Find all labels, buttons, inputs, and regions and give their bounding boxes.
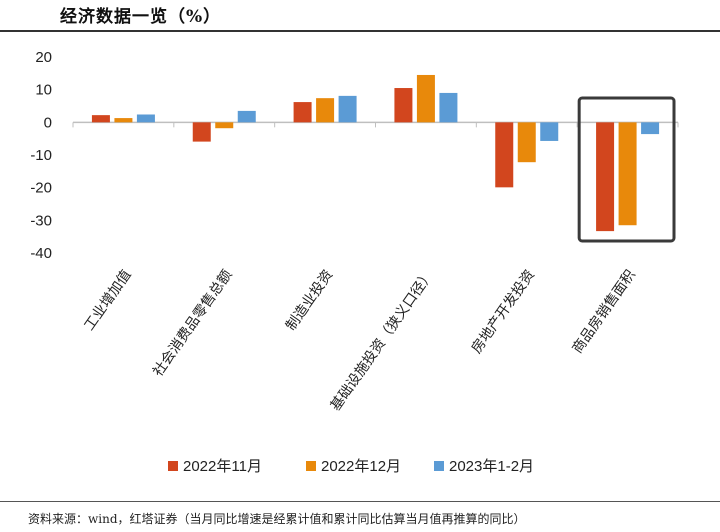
x-category-label: 基础设施投资（狭义口径） bbox=[327, 267, 437, 414]
legend-label: 2022年12月 bbox=[321, 458, 401, 475]
y-tick-label: -40 bbox=[30, 245, 52, 262]
bar bbox=[540, 122, 559, 141]
bar bbox=[114, 118, 133, 123]
source-note: 资料来源：wind，红塔证券（当月同比增速是经累计值和累计同比估算当月值再推算的… bbox=[28, 512, 526, 526]
bar bbox=[641, 122, 660, 135]
bar bbox=[316, 98, 335, 123]
bar bbox=[91, 115, 110, 123]
legend-swatch bbox=[434, 461, 444, 471]
y-tick-label: -30 bbox=[30, 212, 52, 229]
x-category-label: 商品房销售面积 bbox=[570, 267, 639, 356]
y-tick-label: 0 bbox=[44, 114, 52, 131]
bar bbox=[215, 122, 234, 129]
y-tick-label: 20 bbox=[35, 49, 52, 66]
legend-label: 2022年11月 bbox=[183, 458, 262, 475]
legend-swatch bbox=[168, 461, 178, 471]
y-tick-label: -10 bbox=[30, 147, 52, 164]
bar bbox=[338, 95, 357, 123]
bar bbox=[596, 122, 615, 232]
x-category-label: 制造业投资 bbox=[283, 267, 336, 334]
highlight-box bbox=[577, 96, 676, 243]
chart-title: 经济数据一览（%） bbox=[60, 7, 222, 27]
bar bbox=[495, 122, 514, 188]
bar bbox=[136, 114, 155, 123]
bars bbox=[72, 74, 679, 232]
top-rule bbox=[0, 30, 720, 32]
legend-swatch bbox=[306, 461, 316, 471]
y-tick-label: -20 bbox=[30, 180, 52, 197]
bar bbox=[394, 88, 413, 123]
y-tick-label: 10 bbox=[35, 82, 52, 99]
x-category-label: 工业增加值 bbox=[81, 267, 134, 334]
bar bbox=[517, 122, 536, 163]
bar bbox=[192, 122, 211, 142]
bar-chart: 20 10 0 -10 -20 -30 -40 工业增加值 社会消费品零售总额 制造业投资基础设… bbox=[30, 49, 679, 475]
bar bbox=[293, 102, 312, 123]
bar bbox=[416, 74, 435, 123]
x-category-label: 房地产开发投资 bbox=[469, 267, 538, 356]
bottom-rule bbox=[0, 501, 720, 502]
y-axis: 20 10 0 -10 -20 -30 -40 bbox=[30, 49, 52, 262]
bar bbox=[439, 92, 458, 123]
bar bbox=[237, 110, 256, 123]
bar bbox=[618, 122, 637, 226]
legend: 2022年11月 2022年12月 2023年1-2月 bbox=[168, 458, 534, 475]
legend-label: 2023年1-2月 bbox=[449, 458, 534, 475]
x-category-label: 社会消费品零售总额 bbox=[150, 267, 235, 379]
